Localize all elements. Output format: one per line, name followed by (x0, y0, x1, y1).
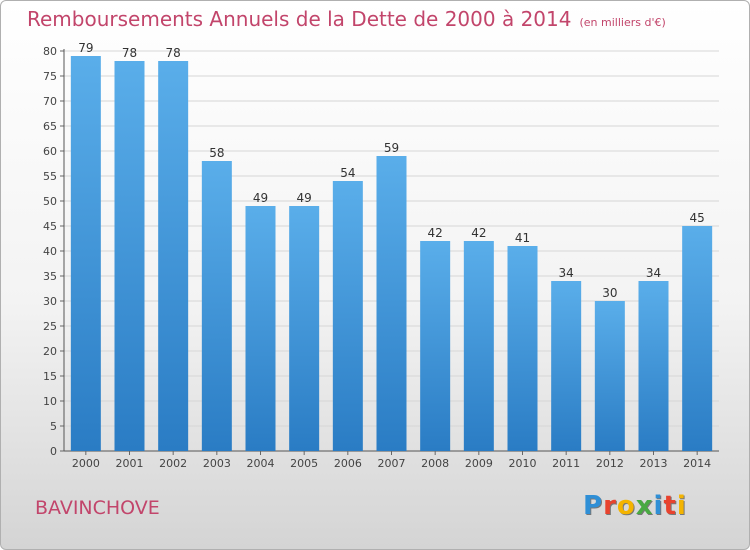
bar-value-label: 79 (78, 41, 93, 55)
x-tick-label: 2006 (334, 457, 362, 470)
bar-2011 (551, 281, 582, 451)
bar-value-label: 78 (166, 46, 181, 60)
x-tick-label: 2001 (116, 457, 144, 470)
bar-2003 (201, 161, 232, 451)
logo-letter: i (653, 491, 664, 521)
x-tick-label: 2011 (552, 457, 580, 470)
bar-2006 (332, 181, 363, 451)
bar-value-label: 45 (690, 211, 705, 225)
bar-value-label: 58 (209, 146, 224, 160)
bar-2013 (638, 281, 669, 451)
bar-value-labels: 79 78 78 58 49 49 54 59 42 42 41 34 30 34 45 (78, 41, 705, 300)
logo-letter: r (603, 491, 617, 521)
bar-2002 (158, 61, 189, 451)
bar-2005 (289, 206, 320, 451)
tick-labels: 0 5 10 15 20 25 30 35 40 45 50 55 60 65 70 75 80 2000 2001… (43, 45, 711, 470)
logo-letter: i (676, 491, 687, 521)
y-tick-label: 0 (50, 445, 57, 458)
bar-2000 (70, 56, 101, 451)
y-tick-label: 50 (43, 195, 57, 208)
x-tick-label: 2008 (421, 457, 449, 470)
bar-value-label: 59 (384, 141, 399, 155)
bar-value-label: 30 (602, 286, 617, 300)
proxiti-logo: Proxiti (583, 491, 687, 521)
x-tick-label: 2009 (465, 457, 493, 470)
x-tick-label: 2013 (640, 457, 668, 470)
y-tick-label: 30 (43, 295, 57, 308)
title-line: Remboursements Annuels de la Dette de 20… (27, 7, 666, 31)
bar-value-label: 34 (559, 266, 574, 280)
x-tick-label: 2010 (509, 457, 537, 470)
x-tick-label: 2012 (596, 457, 624, 470)
x-tick-label: 2004 (247, 457, 275, 470)
y-tick-label: 80 (43, 45, 57, 58)
y-tick-label: 25 (43, 320, 57, 333)
bar-2008 (420, 241, 451, 451)
bar-value-label: 49 (297, 191, 312, 205)
bars (70, 56, 713, 451)
bar-value-label: 41 (515, 231, 530, 245)
bar-2001 (114, 61, 145, 451)
y-tick-label: 45 (43, 220, 57, 233)
y-tick-label: 10 (43, 395, 57, 408)
bar-value-label: 42 (471, 226, 486, 240)
y-tick-label: 15 (43, 370, 57, 383)
place-name: BAVINCHOVE (35, 497, 160, 519)
logo-letter: t (663, 491, 677, 521)
x-tick-label: 2014 (683, 457, 711, 470)
chart-subtitle: (en milliers d'€) (579, 16, 666, 29)
chart-title: Remboursements Annuels de la Dette de 20… (27, 7, 572, 31)
y-tick-label: 55 (43, 170, 57, 183)
bar-value-label: 54 (340, 166, 355, 180)
bar-2004 (245, 206, 276, 451)
y-tick-label: 65 (43, 120, 57, 133)
logo-letter: o (616, 491, 636, 521)
x-tick-label: 2007 (378, 457, 406, 470)
x-tick-label: 2005 (290, 457, 318, 470)
bar-value-label: 34 (646, 266, 661, 280)
bar-2012 (594, 301, 625, 451)
y-tick-label: 35 (43, 270, 57, 283)
bar-2007 (376, 156, 407, 451)
y-tick-label: 70 (43, 95, 57, 108)
y-tick-label: 5 (50, 420, 57, 433)
y-tick-label: 75 (43, 70, 57, 83)
y-tick-label: 60 (43, 145, 57, 158)
bar-value-label: 42 (428, 226, 443, 240)
x-tick-label: 2003 (203, 457, 231, 470)
x-tick-label: 2002 (159, 457, 187, 470)
y-tick-label: 40 (43, 245, 57, 258)
bar-value-label: 49 (253, 191, 268, 205)
bar-2009 (463, 241, 494, 451)
bar-value-label: 78 (122, 46, 137, 60)
bar-2010 (507, 246, 538, 451)
bar-2014 (682, 226, 713, 451)
logo-letter: x (635, 491, 654, 521)
logo-letter: P (583, 491, 604, 521)
x-tick-label: 2000 (72, 457, 100, 470)
y-tick-label: 20 (43, 345, 57, 358)
